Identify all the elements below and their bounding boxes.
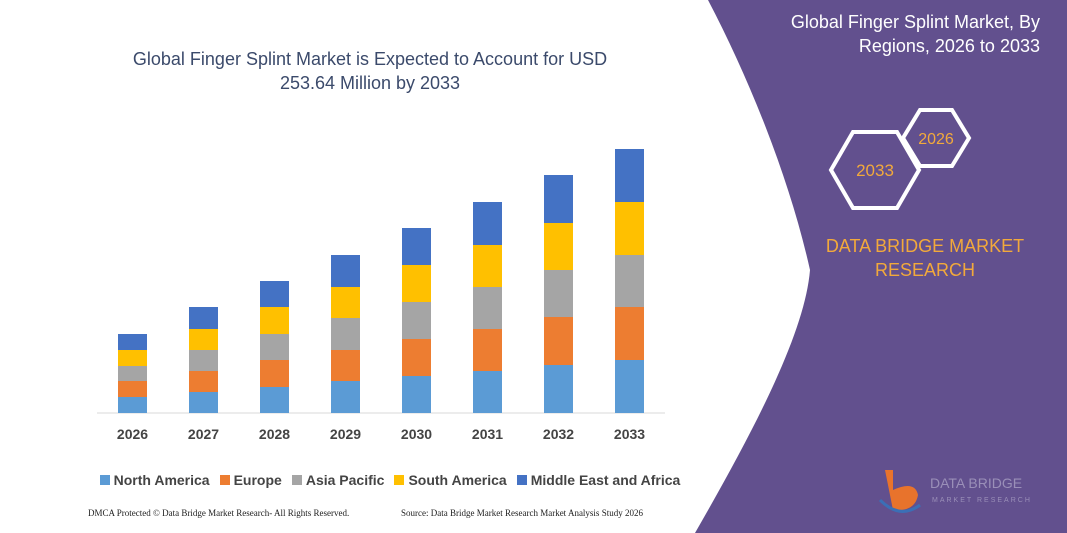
panel-title: Global Finger Splint Market, By Regions,…: [760, 10, 1040, 58]
legend-label: South America: [408, 472, 507, 488]
legend: North America Europe Asia Pacific South Ame…: [90, 472, 690, 488]
bar-segment: [402, 376, 431, 413]
bar-segment: [473, 245, 502, 287]
x-tick-label: 2028: [259, 426, 290, 442]
legend-swatch: [516, 475, 527, 485]
brand-line: RESEARCH: [874, 260, 976, 280]
bar-segment: [189, 307, 218, 329]
bar-segment: [260, 360, 289, 387]
x-tick-label: 2032: [543, 426, 574, 442]
logo-icon: [885, 470, 918, 511]
bar-segment: [544, 270, 573, 317]
x-tick-label: 2030: [401, 426, 432, 442]
bar-segment: [615, 255, 644, 307]
footer-right: Source: Data Bridge Market Research Mark…: [401, 508, 643, 518]
x-tick-label: 2027: [188, 426, 219, 442]
bar-segment: [189, 371, 218, 392]
bar-segment: [402, 228, 431, 265]
bar-segment: [473, 287, 502, 329]
bar-segment: [544, 223, 573, 270]
bar-segment: [331, 287, 360, 318]
x-tick-label: 2031: [472, 426, 503, 442]
bar-segment: [544, 317, 573, 365]
bar-segment: [260, 334, 289, 360]
title-line: Global Finger Splint Market is Expected …: [132, 49, 608, 69]
bar-segment: [402, 302, 431, 339]
bar-segment: [331, 381, 360, 413]
bar-segment: [615, 202, 644, 255]
bar-segment: [331, 350, 360, 381]
x-tick-label: 2033: [614, 426, 645, 442]
x-tick-label: 2026: [117, 426, 148, 442]
bar-segment: [118, 397, 147, 413]
title-line: 253.64 Million by 2033: [279, 73, 461, 93]
bar-segment: [260, 281, 289, 307]
bar-segment: [331, 255, 360, 287]
legend-label: Middle East and Africa: [530, 472, 681, 488]
logo: DATA BRIDGE MARKET RESEARCH: [878, 470, 1032, 513]
footer-left: DMCA Protected © Data Bridge Market Rese…: [88, 508, 350, 518]
legend-swatch: [99, 475, 110, 485]
legend-swatch: [219, 475, 230, 485]
legend-item: Asia Pacific: [291, 472, 385, 488]
legend-label: North America: [113, 472, 210, 488]
bar-segment: [544, 175, 573, 223]
bar-segment: [189, 350, 218, 371]
legend-swatch: [394, 475, 405, 485]
bar-segment: [473, 329, 502, 371]
title-line: Global Finger Splint Market, By: [790, 12, 1040, 32]
bar-segment: [260, 387, 289, 413]
hexagon: [900, 108, 972, 168]
side-panel: [695, 0, 1067, 533]
bar-segment: [473, 202, 502, 245]
bar-segment: [260, 307, 289, 334]
bar-segment: [189, 392, 218, 413]
bar-segment: [118, 381, 147, 397]
legend-item: South America: [394, 472, 507, 488]
legend-item: North America: [99, 472, 210, 488]
logo-text: DATA BRIDGE: [930, 475, 1022, 491]
bar-segment: [331, 318, 360, 350]
legend-label: Asia Pacific: [305, 472, 385, 488]
bar-segment: [402, 265, 431, 302]
bar-segment: [402, 339, 431, 376]
bar-segment: [615, 307, 644, 360]
hexagon: [828, 130, 922, 210]
bar-segment: [473, 371, 502, 413]
chart-title: Global Finger Splint Market is Expected …: [60, 47, 680, 95]
bar-segment: [118, 366, 147, 381]
logo-text: MARKET RESEARCH: [932, 497, 1032, 504]
hex-label: 2033: [856, 161, 894, 180]
bar-segment: [615, 360, 644, 413]
bar-segment: [118, 334, 147, 350]
logo-icon: [878, 498, 921, 513]
legend-label: Europe: [233, 472, 282, 488]
title-line: Regions, 2026 to 2033: [858, 36, 1040, 56]
brand: DATA BRIDGE MARKET RESEARCH: [800, 234, 1050, 282]
legend-item: Middle East and Africa: [516, 472, 681, 488]
bar-segment: [544, 365, 573, 413]
bar-segment: [615, 149, 644, 202]
brand-line: DATA BRIDGE MARKET: [825, 236, 1025, 256]
legend-item: Europe: [219, 472, 282, 488]
legend-swatch: [291, 475, 302, 485]
hex-label: 2026: [918, 131, 954, 148]
bar-segment: [189, 329, 218, 350]
x-tick-label: 2029: [330, 426, 361, 442]
bar-segment: [118, 350, 147, 366]
